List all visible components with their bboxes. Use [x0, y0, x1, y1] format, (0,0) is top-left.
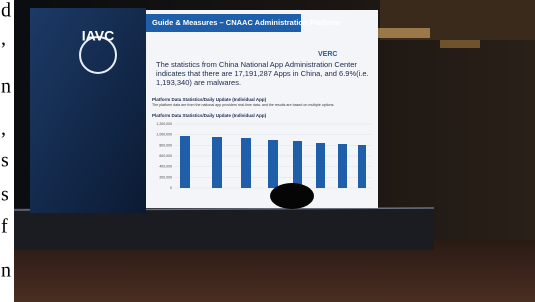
stage-monitor: [270, 183, 314, 209]
slide-subheading: Platform Data Statistics/Daily Update (I…: [152, 97, 267, 102]
stage: [14, 208, 434, 250]
bar: [358, 145, 366, 188]
bar: [212, 137, 222, 188]
slide: Guide & Measures – CNAAC Administration …: [146, 10, 378, 208]
y-tick-label: 0: [170, 186, 172, 190]
y-tick-label: 600,000: [159, 154, 172, 158]
slide-brand: VERC: [318, 51, 337, 58]
bar: [268, 140, 278, 188]
edge-letter: s: [1, 150, 9, 172]
scene: IAVC Guide & Measures – CNAAC Administra…: [0, 0, 535, 302]
edge-letter: s: [1, 184, 9, 206]
edge-letter: d: [1, 0, 11, 22]
edge-letter: n: [1, 76, 11, 98]
chart-heading: Platform Data Statistics/Daily Update (I…: [152, 113, 267, 118]
y-tick-label: 1,000,000: [156, 133, 172, 137]
edge-letter: n: [1, 260, 11, 282]
y-tick-label: 800,000: [159, 143, 172, 147]
bar: [293, 141, 302, 188]
ceiling-light: [440, 40, 480, 48]
note-box: The platform data are from the national …: [152, 103, 372, 111]
logo-label: IAVC: [82, 28, 114, 44]
y-tick-label: 1,200,000: [156, 122, 172, 126]
slide-statement: The statistics from China National App A…: [156, 60, 372, 87]
bar: [180, 136, 190, 188]
bar: [316, 143, 325, 188]
statement-box: The statistics from China National App A…: [156, 60, 372, 94]
edge-letter: ,: [1, 28, 6, 50]
y-tick-label: 200,000: [159, 175, 172, 179]
bar: [241, 138, 251, 188]
slide-title: Guide & Measures – CNAAC Administration …: [152, 18, 340, 27]
bar: [338, 144, 347, 188]
y-tick-label: 400,000: [159, 165, 172, 169]
edge-letter: f: [1, 216, 8, 238]
edge-letter: ,: [1, 118, 6, 140]
slide-note: The platform data are from the national …: [152, 103, 372, 107]
